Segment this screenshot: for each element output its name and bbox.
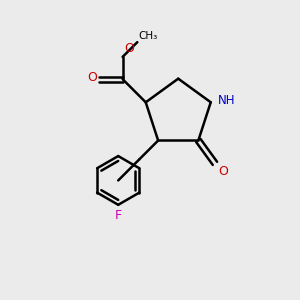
Text: NH: NH: [218, 94, 236, 107]
Text: F: F: [115, 209, 122, 222]
Text: O: O: [124, 42, 134, 56]
Text: CH₃: CH₃: [139, 31, 158, 41]
Text: O: O: [218, 165, 228, 178]
Text: O: O: [88, 71, 97, 84]
